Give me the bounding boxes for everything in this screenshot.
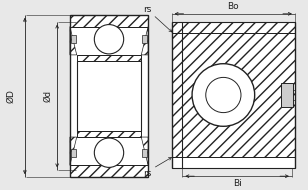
Circle shape xyxy=(206,77,241,113)
Polygon shape xyxy=(70,27,77,55)
Bar xyxy=(70,27,148,165)
Bar xyxy=(70,15,148,27)
Bar xyxy=(71,35,76,43)
Bar xyxy=(172,22,295,33)
Polygon shape xyxy=(141,27,148,55)
Text: rs: rs xyxy=(143,5,151,14)
Polygon shape xyxy=(141,137,148,165)
Polygon shape xyxy=(172,33,295,157)
Circle shape xyxy=(192,64,255,126)
Text: ØD: ØD xyxy=(7,89,16,103)
Circle shape xyxy=(94,138,124,167)
Circle shape xyxy=(94,25,124,54)
Text: Bo: Bo xyxy=(227,2,239,11)
Bar xyxy=(172,157,295,168)
Bar xyxy=(77,55,141,61)
Text: Ød: Ød xyxy=(43,90,52,102)
Bar xyxy=(77,131,141,137)
Bar xyxy=(142,35,147,43)
Polygon shape xyxy=(70,137,77,165)
Text: rs: rs xyxy=(143,169,151,178)
Bar xyxy=(70,165,148,177)
Bar xyxy=(142,149,147,157)
Bar xyxy=(281,83,293,107)
Text: Bi: Bi xyxy=(233,179,241,188)
Bar xyxy=(71,149,76,157)
Bar xyxy=(172,22,295,168)
